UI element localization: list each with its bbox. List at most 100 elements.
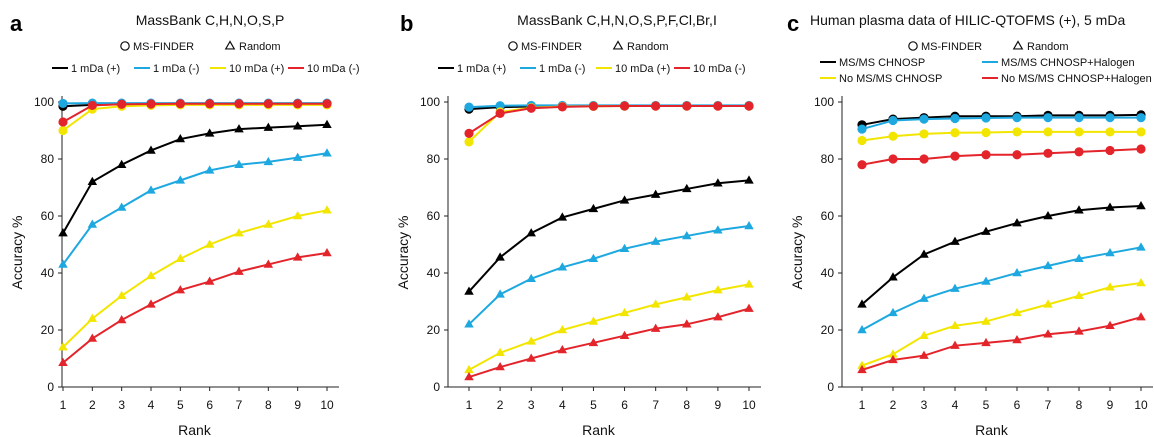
y-tick-label: 0	[827, 380, 834, 394]
data-point-circle	[234, 99, 244, 109]
data-point-triangle	[234, 159, 244, 168]
data-point-triangle	[557, 344, 568, 354]
data-point-triangle	[175, 175, 186, 184]
data-point-triangle	[1012, 334, 1022, 344]
legend-label: No MS/MS CHNOSP+Halogen	[1001, 73, 1152, 85]
y-tick-label: 40	[821, 266, 835, 280]
data-point-triangle	[650, 323, 661, 332]
data-point-triangle	[146, 185, 156, 194]
data-point-circle	[1012, 150, 1022, 160]
data-point-triangle	[1074, 290, 1084, 300]
data-point-triangle	[1074, 253, 1084, 262]
y-tick-label: 80	[821, 152, 835, 166]
series-line	[62, 123, 328, 234]
data-point-triangle	[619, 195, 630, 204]
data-point-triangle	[464, 372, 474, 381]
data-point-circle	[175, 99, 185, 109]
data-point-triangle	[1136, 201, 1146, 210]
x-tick-label: 9	[294, 398, 301, 412]
data-point-circle	[1074, 127, 1084, 137]
data-point-triangle	[981, 276, 991, 285]
series-triangle-5	[58, 148, 332, 268]
data-point-circle	[1043, 113, 1053, 123]
data-point-circle	[1043, 127, 1053, 137]
data-point-triangle	[744, 303, 754, 312]
series-line	[861, 246, 1142, 331]
x-tick-label: 3	[921, 398, 928, 412]
data-point-circle	[1074, 113, 1084, 123]
data-point-triangle	[919, 249, 929, 258]
y-tick-label: 80	[41, 152, 55, 166]
data-point-circle	[1074, 147, 1084, 157]
series-line	[62, 103, 327, 132]
series-triangle-5	[857, 242, 1146, 334]
x-tick-label: 6	[621, 398, 628, 412]
data-point-triangle	[857, 325, 867, 334]
x-tick-label: 5	[177, 398, 184, 412]
data-point-triangle	[146, 299, 156, 308]
y-tick-label: 20	[427, 323, 441, 337]
data-point-triangle	[1105, 202, 1115, 211]
data-point-triangle	[981, 316, 991, 325]
series-line	[468, 283, 750, 371]
data-point-circle	[950, 128, 960, 138]
data-point-circle	[682, 101, 692, 111]
data-point-triangle	[1012, 307, 1022, 317]
x-tick-label: 6	[1014, 398, 1021, 412]
data-point-circle	[87, 100, 97, 111]
data-point-triangle	[950, 320, 960, 329]
data-point-circle	[919, 154, 929, 164]
data-point-triangle	[557, 262, 568, 271]
data-point-circle	[1136, 113, 1146, 123]
series-triangle-6	[464, 279, 754, 374]
data-point-circle	[888, 115, 898, 126]
series-circle-3	[464, 101, 754, 138]
data-point-triangle	[1105, 282, 1115, 291]
data-point-triangle	[87, 219, 98, 228]
x-tick-label: 2	[89, 398, 96, 412]
data-point-triangle	[1136, 277, 1146, 287]
y-tick-label: 40	[427, 266, 441, 280]
x-tick-label: 2	[890, 398, 897, 412]
data-point-circle	[588, 101, 599, 111]
data-point-triangle	[950, 340, 960, 349]
panel-label: c	[787, 11, 799, 36]
data-point-circle	[58, 125, 68, 136]
data-point-triangle	[1074, 326, 1084, 335]
data-point-triangle	[650, 299, 661, 308]
data-point-triangle	[526, 336, 536, 345]
data-point-triangle	[888, 307, 898, 317]
data-point-triangle	[464, 286, 474, 295]
series-line	[861, 130, 1141, 142]
data-point-circle	[1136, 144, 1146, 154]
data-point-circle	[58, 117, 68, 127]
data-point-circle	[1043, 148, 1053, 158]
data-point-circle	[857, 135, 867, 146]
panel-c: c Human plasma data of HILIC-QTOFMS (+), …	[787, 11, 1153, 437]
data-point-circle	[464, 102, 474, 112]
y-tick-label: 20	[821, 323, 835, 337]
data-point-triangle	[888, 349, 898, 358]
x-tick-label: 7	[652, 398, 659, 412]
data-point-triangle	[58, 259, 68, 268]
data-point-triangle	[1043, 299, 1053, 308]
data-point-triangle	[495, 289, 505, 298]
data-point-triangle	[234, 124, 244, 133]
data-point-triangle	[175, 253, 186, 262]
series-line	[861, 281, 1142, 367]
y-tick-label: 80	[427, 152, 441, 166]
data-point-triangle	[116, 315, 127, 324]
data-point-circle	[117, 99, 127, 109]
y-tick-label: 100	[814, 95, 834, 109]
data-point-triangle	[1043, 260, 1053, 270]
data-point-triangle	[1136, 242, 1146, 251]
x-tick-label: 3	[118, 398, 125, 412]
legend-label: 10 mDa (-)	[307, 63, 360, 75]
series-triangle-6	[58, 205, 332, 351]
series-triangle-5	[464, 220, 754, 328]
data-point-circle	[1136, 127, 1146, 137]
x-tick-label: 7	[1045, 398, 1052, 412]
data-point-triangle	[981, 226, 991, 235]
data-point-circle	[744, 101, 754, 111]
y-axis-label: Accuracy %	[789, 216, 805, 290]
